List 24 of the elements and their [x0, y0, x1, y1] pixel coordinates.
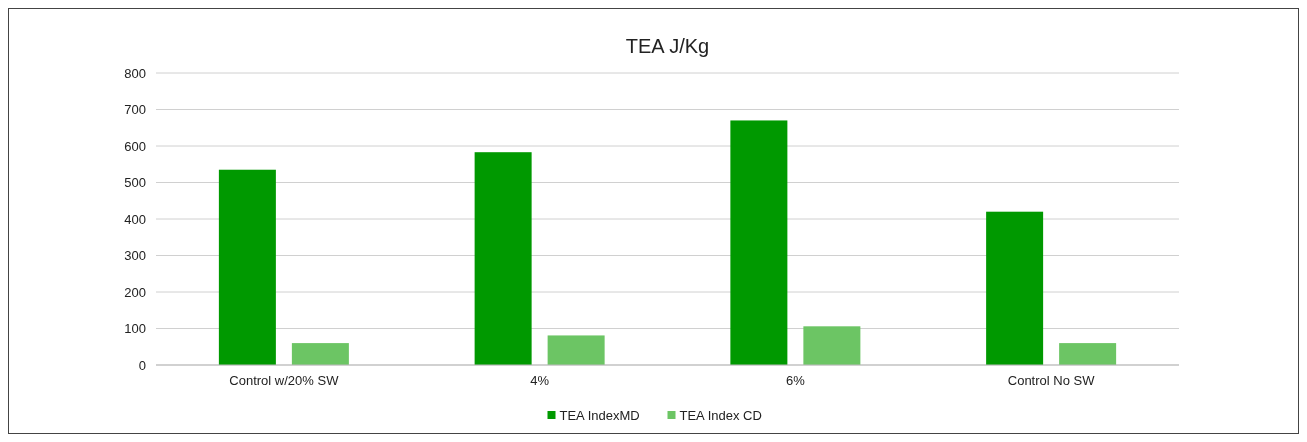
y-tick-label: 300: [124, 248, 146, 264]
y-tick-label: 400: [124, 211, 146, 227]
y-tick-label: 100: [124, 321, 146, 337]
y-tick-label: 600: [124, 138, 146, 154]
x-tick-label: Control w/20% SW: [229, 373, 340, 388]
y-tick-label: 800: [124, 65, 146, 81]
x-tick-label: Control No SW: [1007, 373, 1096, 388]
y-tick-label: 500: [124, 175, 146, 191]
bar: [1059, 343, 1117, 365]
y-tick-label: 700: [124, 102, 146, 118]
bar: [730, 120, 788, 365]
bar: [803, 326, 861, 365]
bar: [547, 335, 605, 365]
y-tick-label: 0: [138, 357, 146, 373]
x-tick-label: 6%: [785, 373, 806, 388]
chart-title: TEA J/Kg: [625, 35, 710, 57]
bar: [986, 211, 1044, 365]
bar: [291, 343, 349, 365]
legend-label: TEA IndexMD: [559, 408, 640, 423]
bar: [218, 169, 276, 365]
x-tick-label: 4%: [530, 373, 550, 388]
y-tick-label: 200: [124, 284, 146, 300]
bar: [474, 152, 532, 365]
legend-label: TEA Index CD: [679, 408, 762, 423]
